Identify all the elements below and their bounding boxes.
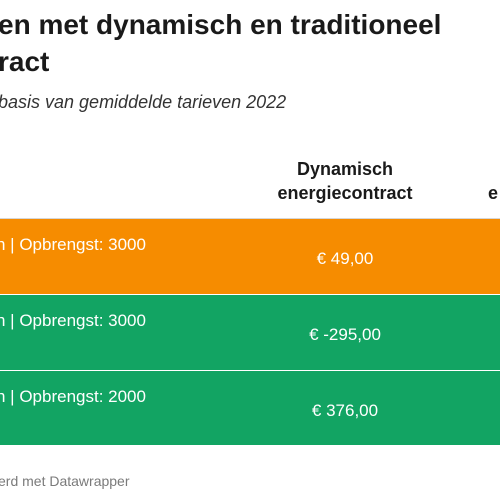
column-header-partial: e bbox=[488, 183, 499, 203]
row-divider bbox=[0, 370, 500, 371]
row-value-dynamisch: € 49,00 bbox=[316, 249, 374, 268]
row-label: n | Opbrengst: 3000 bbox=[0, 235, 146, 254]
column-header-dynamisch: Dynamisch energiecontract bbox=[277, 159, 413, 203]
header-divider bbox=[0, 218, 500, 219]
row-label: n | Opbrengst: 2000 bbox=[0, 387, 146, 406]
title-line-2: ract bbox=[0, 46, 50, 77]
table-row: n | Opbrengst: 3000 € -295,00 bbox=[0, 295, 500, 370]
row-label: n | Opbrengst: 3000 bbox=[0, 311, 146, 330]
footer-credit: erd met Datawrapper bbox=[0, 473, 130, 489]
title-line-1: en met dynamisch en traditioneel bbox=[0, 9, 442, 40]
table-row: n | Opbrengst: 2000 € 376,00 bbox=[0, 371, 500, 445]
chart-subtitle: basis van gemiddelde tarieven 2022 bbox=[0, 92, 287, 112]
chart-title: en met dynamisch en traditioneel ract bbox=[0, 6, 500, 80]
row-value-dynamisch: € -295,00 bbox=[309, 325, 381, 344]
row-value-dynamisch: € 376,00 bbox=[311, 401, 379, 420]
table-row: n | Opbrengst: 3000 € 49,00 bbox=[0, 219, 500, 294]
